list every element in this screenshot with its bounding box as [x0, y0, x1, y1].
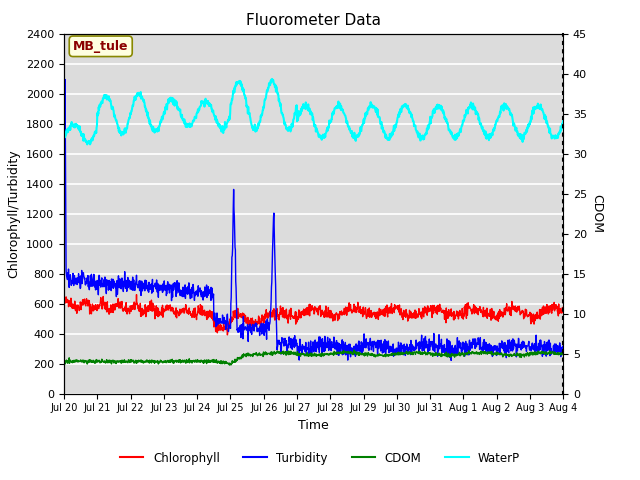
Y-axis label: Chlorophyll/Turbidity: Chlorophyll/Turbidity	[8, 149, 20, 278]
Title: Fluorometer Data: Fluorometer Data	[246, 13, 381, 28]
Text: MB_tule: MB_tule	[73, 40, 129, 53]
Y-axis label: CDOM: CDOM	[591, 194, 604, 233]
X-axis label: Time: Time	[298, 419, 329, 432]
Legend: Chlorophyll, Turbidity, CDOM, WaterP: Chlorophyll, Turbidity, CDOM, WaterP	[115, 447, 525, 469]
